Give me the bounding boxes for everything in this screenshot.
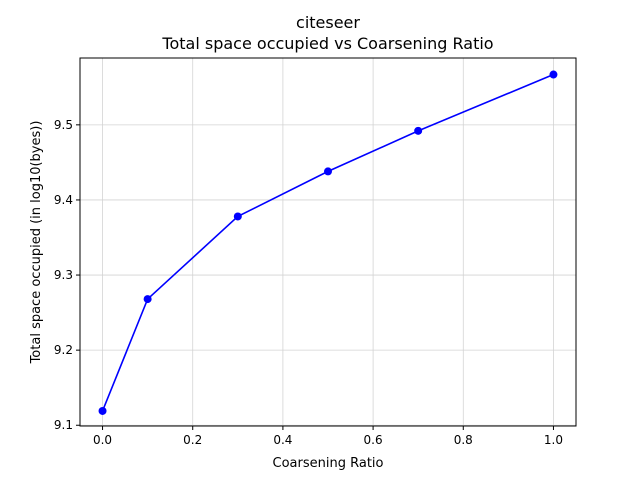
- data-point: [414, 126, 423, 135]
- data-point: [233, 212, 242, 221]
- data-point: [549, 70, 558, 79]
- plot-area: [79, 57, 577, 427]
- series-layer: [98, 70, 558, 415]
- data-point: [324, 167, 332, 176]
- x-tick-label: 0.8: [454, 433, 473, 447]
- y-axis-label: Total space occupied (in log10(byes)): [29, 121, 44, 365]
- chart-title: citeseer: [296, 13, 360, 32]
- axis-ticks: 0.0 0.2 0.4 0.6 0.8 1.0 9.1 9.2 9.3 9.4 9.5: [54, 118, 563, 447]
- y-tick-label: 9.4: [54, 193, 73, 207]
- chart-subtitle: Total space occupied vs Coarsening Ratio: [161, 34, 493, 53]
- data-point: [98, 406, 107, 415]
- data-point: [143, 295, 152, 304]
- x-tick-label: 0.6: [364, 433, 383, 447]
- y-tick-label: 9.2: [54, 343, 73, 357]
- x-tick-label: 1.0: [544, 433, 563, 447]
- grid-lines: [80, 58, 576, 426]
- series-line: [101, 73, 554, 412]
- x-tick-label: 0.4: [273, 433, 292, 447]
- x-tick-label: 0.0: [93, 433, 112, 447]
- x-tick-label: 0.2: [183, 433, 202, 447]
- y-tick-label: 9.5: [54, 118, 73, 132]
- x-axis-label: Coarsening Ratio: [273, 456, 384, 471]
- y-tick-label: 9.3: [54, 268, 73, 282]
- y-tick-label: 9.1: [54, 418, 73, 432]
